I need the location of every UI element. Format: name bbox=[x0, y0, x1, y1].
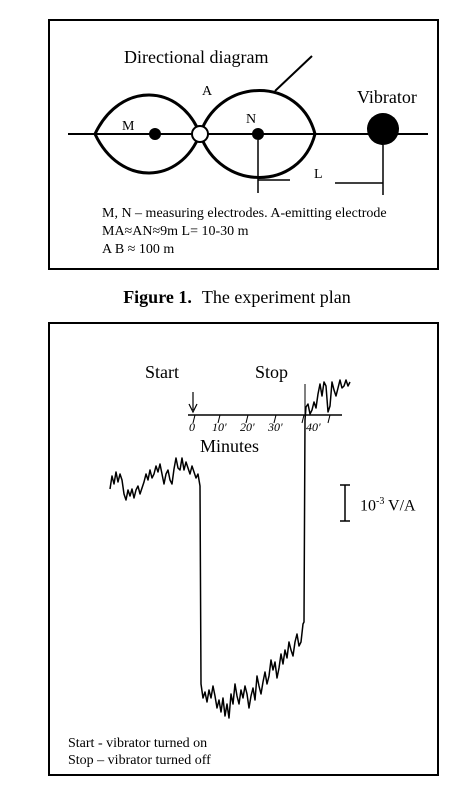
legend-start: Start - vibrator turned on bbox=[68, 736, 208, 751]
vibrator-icon bbox=[367, 113, 399, 145]
scale-label: 10-3 V/A bbox=[360, 497, 416, 514]
tick-label-30: 30' bbox=[268, 420, 283, 434]
caption-text: The experiment plan bbox=[201, 287, 351, 307]
electrode-a-icon bbox=[191, 125, 209, 143]
note-electrodes: M, N – measuring electrodes. A-emitting … bbox=[102, 206, 387, 221]
stop-label: Stop bbox=[255, 362, 289, 382]
tick-label-20: 20' bbox=[240, 420, 255, 434]
recording-panel: Start Stop 0 10' 20' 30' 40' Minutes 10-… bbox=[48, 322, 439, 776]
signal-trace bbox=[109, 379, 351, 719]
scale-unit: V/A bbox=[384, 497, 416, 515]
start-arrow-head bbox=[188, 403, 198, 414]
start-label: Start bbox=[145, 362, 179, 382]
directional-diagram-drawing bbox=[68, 55, 428, 195]
tick-end bbox=[327, 414, 331, 424]
diagram-title: Directional diagram bbox=[124, 47, 269, 67]
scale-base: 10 bbox=[360, 497, 376, 515]
label-a: A bbox=[202, 84, 213, 99]
legend-stop: Stop – vibrator turned off bbox=[68, 753, 211, 768]
tick-0 bbox=[192, 414, 196, 424]
label-m: M bbox=[122, 119, 135, 134]
minutes-label: Minutes bbox=[200, 436, 260, 456]
tick-20 bbox=[245, 414, 249, 424]
recording-drawing bbox=[109, 379, 351, 719]
note-distances: MA≈AN≈9m L= 10-30 m bbox=[102, 224, 249, 239]
tick-10 bbox=[217, 414, 221, 424]
tick-label-40: 40' bbox=[306, 420, 321, 434]
title-pointer-line bbox=[274, 55, 313, 92]
electrode-m-icon bbox=[149, 128, 161, 140]
tick-label-10: 10' bbox=[212, 420, 227, 434]
electrode-n-icon bbox=[252, 128, 264, 140]
caption-number: Figure 1. bbox=[123, 287, 192, 307]
label-n: N bbox=[246, 112, 257, 127]
right-lobe bbox=[198, 89, 317, 179]
figure-1-caption: Figure 1. The experiment plan bbox=[0, 287, 474, 308]
label-vibrator: Vibrator bbox=[357, 87, 417, 107]
scale-exp: -3 bbox=[376, 496, 385, 507]
tick-40 bbox=[301, 414, 305, 424]
tick-label-0: 0 bbox=[189, 420, 195, 434]
left-lobe bbox=[93, 93, 202, 175]
label-l: L bbox=[314, 167, 323, 182]
tick-30 bbox=[273, 414, 277, 424]
experiment-plan-panel: Directional diagram A M N Vibrator L M, … bbox=[48, 19, 439, 270]
note-ab: A B ≈ 100 m bbox=[102, 242, 175, 257]
